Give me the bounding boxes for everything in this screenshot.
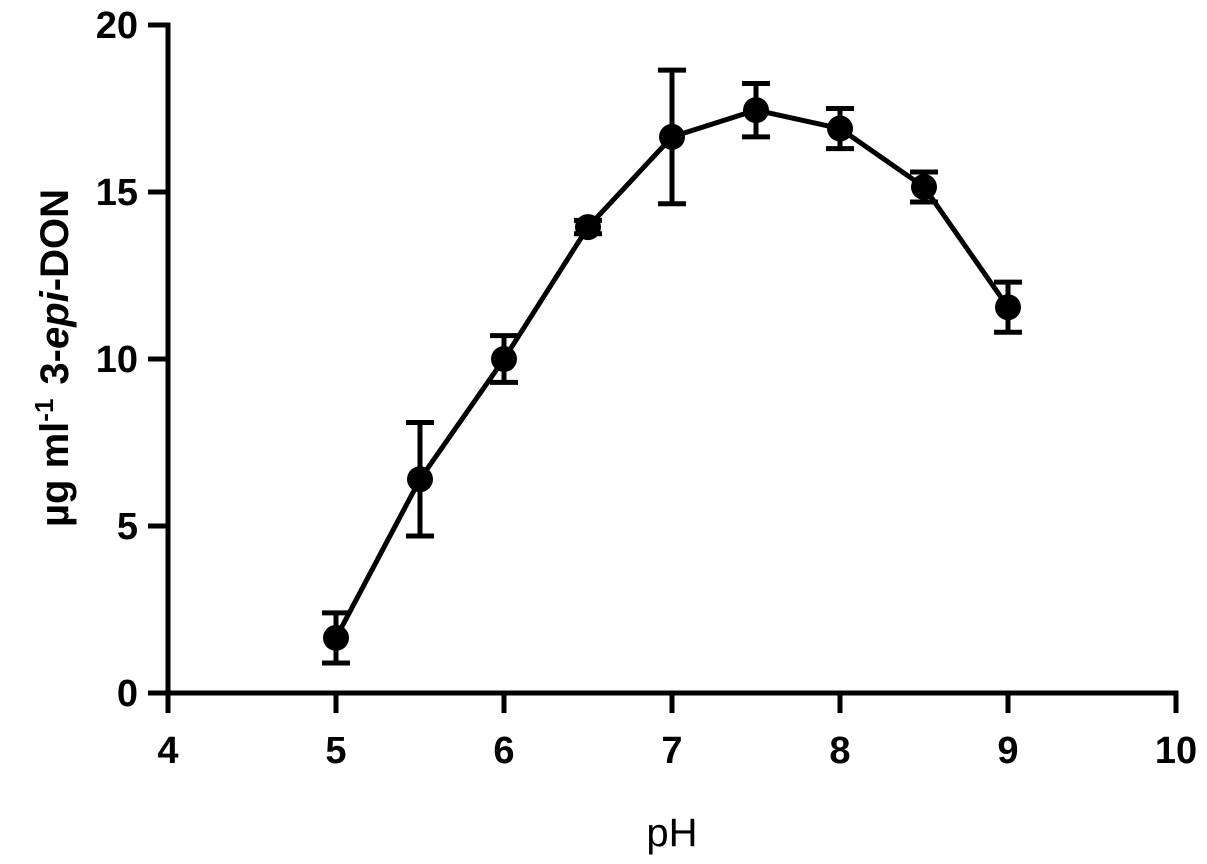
y-axis-title-units: µg ml <box>33 422 77 527</box>
x-tick-label: 4 <box>157 730 178 772</box>
y-axis-ticks: 0 5 10 15 20 <box>96 5 168 715</box>
x-tick-label: 10 <box>1155 730 1197 772</box>
error-bars <box>322 67 1022 666</box>
y-axis-title-suffix: -DON <box>33 189 77 291</box>
y-axis-title: µg ml-1 3-epi-DON <box>29 189 77 527</box>
data-point <box>407 466 433 493</box>
data-points <box>323 97 1021 651</box>
y-axis-title-prefix: 3- <box>33 349 77 385</box>
y-tick-label: 15 <box>96 172 138 214</box>
data-point <box>491 346 517 372</box>
data-point <box>995 294 1021 321</box>
y-axis-title-exponent: -1 <box>29 399 59 422</box>
x-tick-label: 9 <box>997 730 1018 772</box>
y-tick-label: 5 <box>117 506 138 548</box>
data-point <box>743 97 769 124</box>
x-tick-label: 8 <box>829 730 850 772</box>
data-point <box>323 624 349 651</box>
data-point <box>659 123 685 150</box>
x-axis-title: pH <box>646 811 697 855</box>
data-point <box>575 214 601 241</box>
x-tick-label: 7 <box>661 730 682 772</box>
y-tick-label: 10 <box>96 339 138 381</box>
x-axis-ticks: 4 5 6 7 8 9 10 <box>157 693 1197 772</box>
y-axis-title-italic: epi <box>33 290 77 349</box>
y-tick-label: 0 <box>117 673 138 715</box>
data-point <box>827 115 853 142</box>
x-tick-label: 6 <box>493 730 514 772</box>
data-point <box>911 173 937 200</box>
y-tick-label: 20 <box>96 5 138 47</box>
x-tick-label: 5 <box>325 730 346 772</box>
